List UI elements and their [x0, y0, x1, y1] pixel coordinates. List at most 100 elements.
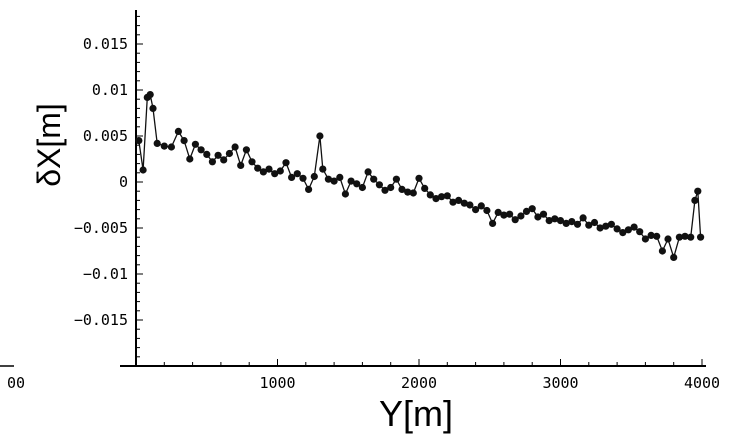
- y-tick-label: −0.01: [83, 265, 128, 283]
- data-point: [545, 217, 553, 225]
- data-point: [310, 172, 318, 181]
- data-point: [191, 140, 199, 148]
- data-point: [288, 173, 296, 181]
- data-point: [466, 201, 474, 209]
- data-point: [353, 180, 361, 188]
- data-point: [330, 177, 338, 185]
- data-point: [494, 208, 502, 216]
- data-point: [590, 218, 599, 227]
- data-point: [438, 193, 446, 201]
- data-point: [641, 235, 650, 243]
- data-point: [489, 219, 497, 227]
- data-point: [180, 137, 188, 145]
- data-point: [370, 175, 378, 183]
- data-point: [670, 253, 678, 261]
- data-point: [305, 185, 313, 193]
- x-axis-title: Y[m]: [379, 393, 453, 434]
- x-tick-label: 3000: [542, 374, 578, 392]
- data-point: [500, 211, 508, 219]
- data-point: [579, 214, 587, 222]
- data-point: [573, 220, 582, 228]
- data-point: [624, 226, 633, 234]
- data-point: [375, 181, 383, 189]
- data-point: [319, 165, 327, 173]
- y-tick-label: 0.015: [83, 35, 128, 53]
- data-point: [522, 207, 531, 215]
- data-point: [139, 166, 147, 174]
- data-point: [149, 104, 157, 112]
- data-point: [691, 196, 699, 204]
- data-point: [237, 161, 245, 169]
- data-point: [607, 220, 616, 228]
- data-point: [681, 232, 689, 240]
- data-point: [197, 146, 205, 154]
- data-point: [653, 232, 661, 240]
- data-point: [276, 167, 284, 175]
- data-point: [186, 155, 194, 163]
- data-point: [460, 199, 468, 207]
- data-point: [167, 143, 175, 151]
- data-point: [135, 137, 143, 145]
- data-point: [534, 213, 542, 221]
- data-point: [551, 215, 559, 223]
- data-point: [282, 159, 290, 167]
- data-point: [392, 175, 400, 183]
- data-point: [443, 192, 451, 200]
- data-point: [248, 158, 256, 166]
- data-point: [658, 247, 667, 255]
- data-point: [220, 156, 228, 164]
- y-axis-title: δX[m]: [31, 103, 67, 187]
- data-point: [647, 231, 655, 239]
- x-tick-label: 00: [7, 374, 25, 392]
- data-point: [409, 189, 417, 197]
- data-point: [636, 228, 644, 236]
- data-point: [387, 183, 395, 192]
- data-point: [364, 168, 372, 176]
- data-point: [483, 206, 491, 215]
- data-point: [271, 170, 279, 178]
- data-point: [259, 168, 267, 176]
- data-point: [242, 146, 250, 154]
- data-point: [687, 233, 695, 241]
- data-point: [265, 165, 273, 173]
- data-point: [225, 149, 233, 158]
- y-tick-label: 0.01: [92, 81, 128, 99]
- data-point: [415, 174, 423, 182]
- x-tick-label: 2000: [401, 374, 437, 392]
- data-point: [511, 216, 519, 224]
- x-tick-label: 1000: [259, 374, 295, 392]
- data-point: [293, 170, 301, 178]
- data-point: [675, 233, 684, 241]
- data-point: [568, 218, 576, 226]
- data-point: [341, 190, 349, 198]
- data-point: [664, 235, 672, 243]
- data-point: [146, 91, 154, 99]
- data-point: [324, 175, 332, 183]
- data-point: [472, 206, 480, 214]
- data-point: [347, 177, 355, 185]
- data-point: [517, 212, 525, 220]
- data-point: [562, 219, 570, 227]
- ticks: [135, 15, 703, 367]
- data-point: [254, 164, 262, 172]
- y-tick-label: 0.005: [83, 127, 128, 145]
- data-point: [203, 150, 211, 158]
- data-point: [539, 210, 548, 218]
- data-point: [174, 127, 182, 135]
- y-tick-label: −0.005: [74, 219, 128, 237]
- data-point: [506, 210, 514, 218]
- data-point: [153, 139, 161, 147]
- data-point: [630, 223, 638, 231]
- data-point: [694, 187, 702, 195]
- data-point: [613, 225, 621, 233]
- data-point: [208, 158, 216, 166]
- data-point: [231, 143, 239, 151]
- data-point: [214, 151, 222, 159]
- data-point: [421, 184, 429, 192]
- y-tick-label: −0.015: [74, 311, 128, 329]
- data-point: [455, 196, 463, 204]
- data-point: [556, 217, 565, 225]
- data-point: [585, 221, 593, 229]
- data-point: [619, 229, 627, 237]
